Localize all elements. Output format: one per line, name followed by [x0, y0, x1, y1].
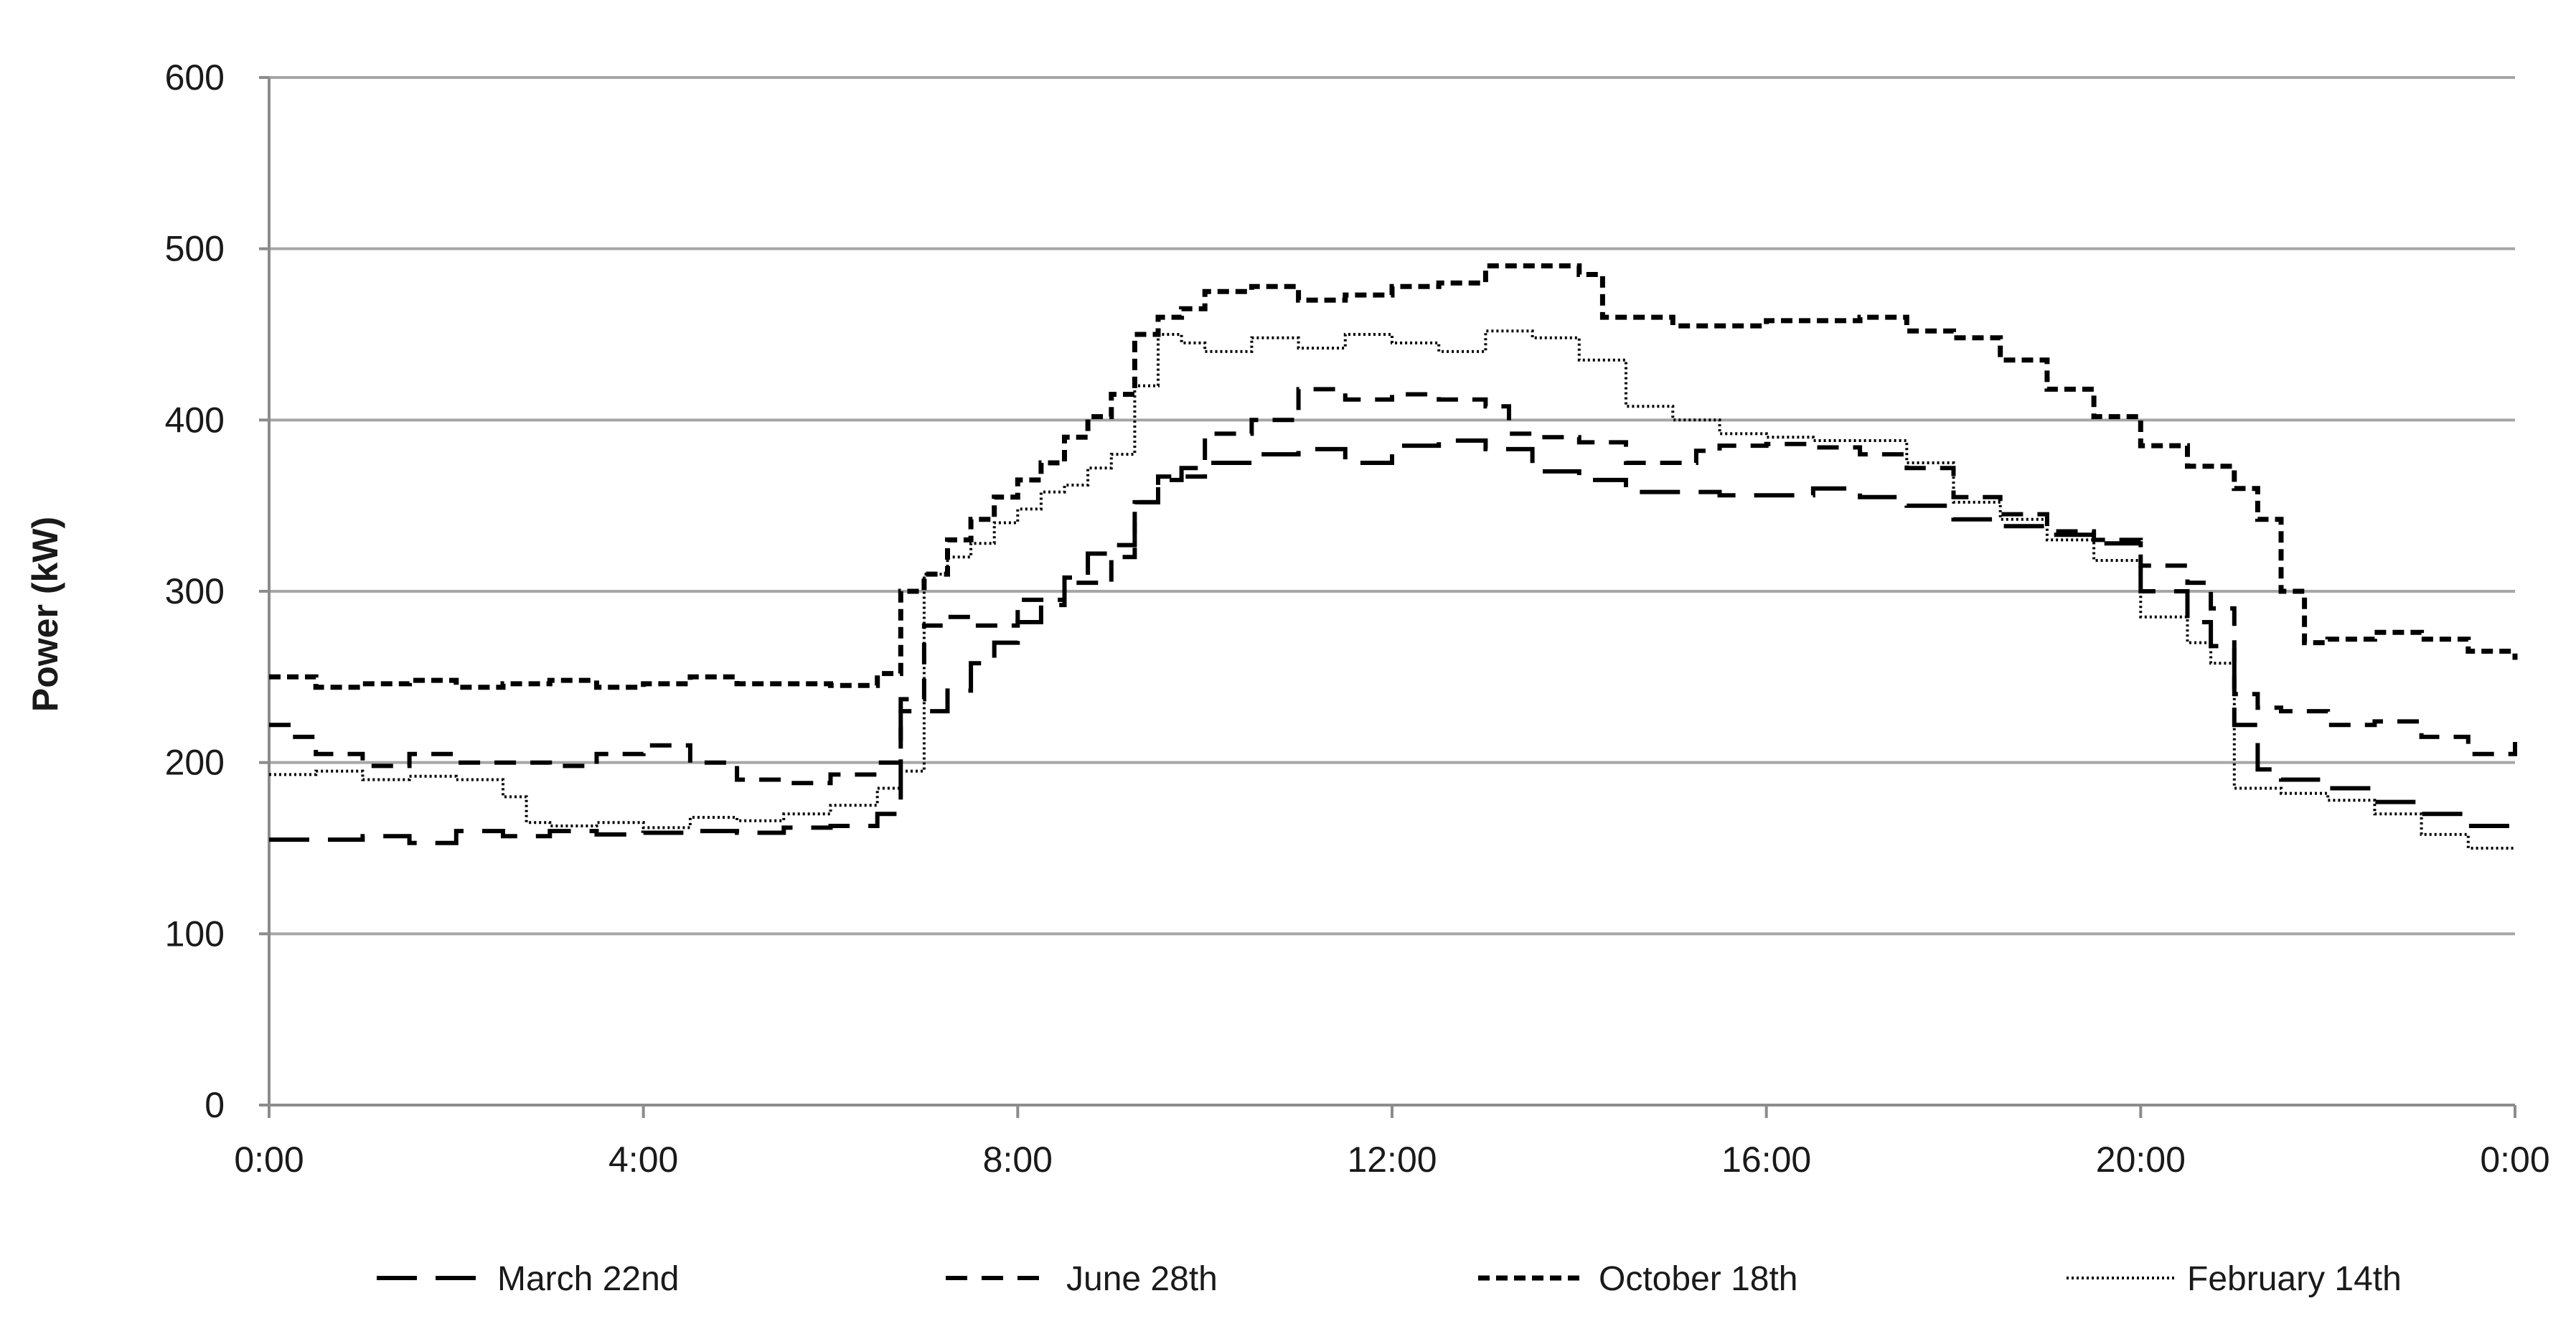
x-tick-label: 0:00 [2480, 1140, 2549, 1180]
x-tick-label: 4:00 [608, 1140, 678, 1180]
series-lines [269, 263, 2518, 850]
legend-label: March 22nd [497, 1260, 679, 1298]
y-tick-label: 0 [205, 1085, 225, 1125]
y-tick-label: 600 [165, 57, 225, 98]
legend-label: February 14th [2187, 1260, 2402, 1298]
y-tick-label: 200 [165, 743, 225, 783]
y-tick-labels: 0 100 200 300 400 500 600 [165, 57, 225, 1125]
x-tick-label: 0:00 [234, 1140, 304, 1180]
y-tick-label: 300 [165, 571, 225, 611]
legend: March 22nd June 28th October 18th February … [377, 1260, 2402, 1298]
x-tick-label: 20:00 [2096, 1140, 2186, 1180]
y-tick-label: 400 [165, 400, 225, 440]
gridlines [269, 76, 2515, 936]
series-line [269, 438, 2517, 845]
y-axis-title: Power (kW) [25, 517, 65, 712]
axes [259, 76, 2516, 1118]
y-tick-label: 500 [165, 229, 225, 269]
legend-label: October 18th [1599, 1260, 1798, 1298]
series-line [269, 387, 2517, 786]
x-tick-label: 12:00 [1347, 1140, 1437, 1180]
x-tick-labels: 0:00 4:00 8:00 12:00 16:00 20:00 0:00 [234, 1140, 2549, 1180]
y-tick-label: 100 [165, 913, 225, 954]
legend-label: June 28th [1066, 1260, 1218, 1298]
series-line [269, 263, 2518, 690]
x-tick-label: 8:00 [983, 1140, 1053, 1180]
x-tick-label: 16:00 [1721, 1140, 1811, 1180]
